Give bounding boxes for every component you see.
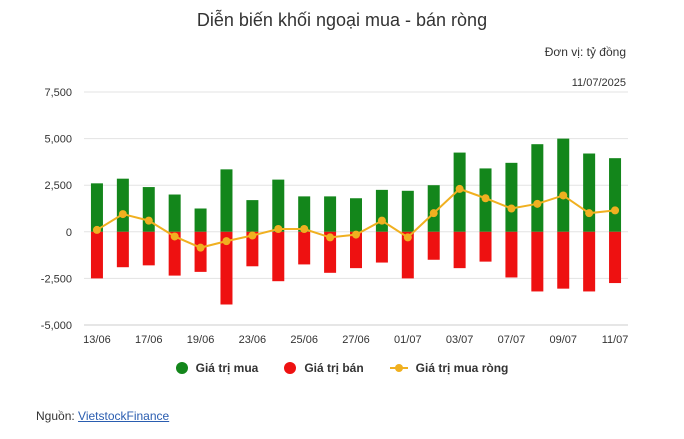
net-point[interactable] xyxy=(533,199,542,208)
sell-bar[interactable] xyxy=(531,231,544,292)
buy-bar[interactable] xyxy=(583,153,596,232)
net-point[interactable] xyxy=(248,231,257,240)
net-line xyxy=(92,184,620,252)
buy-bar[interactable] xyxy=(557,138,570,232)
y-tick-label: -2,500 xyxy=(41,273,72,285)
buy-bar[interactable] xyxy=(531,144,544,232)
net-point[interactable] xyxy=(559,191,568,200)
net-point[interactable] xyxy=(455,184,464,193)
buy-bar[interactable] xyxy=(298,196,311,232)
net-point[interactable] xyxy=(377,216,386,225)
y-tick-label: 7,500 xyxy=(44,87,72,99)
net-point[interactable] xyxy=(611,206,620,215)
y-tick-label: -5,000 xyxy=(41,320,72,332)
legend-item-sell[interactable]: Giá trị bán xyxy=(284,361,364,375)
buy-bar[interactable] xyxy=(350,198,362,232)
net-point[interactable] xyxy=(585,209,594,218)
net-point[interactable] xyxy=(429,209,438,218)
sell-bar[interactable] xyxy=(272,231,285,282)
x-tick-label: 19/06 xyxy=(187,334,215,346)
sell-bar[interactable] xyxy=(583,231,596,292)
net-point[interactable] xyxy=(170,232,179,241)
x-tick-label: 03/07 xyxy=(446,334,474,346)
sell-bar[interactable] xyxy=(194,231,207,272)
x-tick-label: 25/06 xyxy=(290,334,318,346)
buy-bar[interactable] xyxy=(609,158,622,232)
sell-legend-marker xyxy=(284,362,297,374)
buy-bar[interactable] xyxy=(194,208,207,232)
x-tick-label: 17/06 xyxy=(135,334,163,346)
net-point[interactable] xyxy=(481,194,490,203)
sell-bar[interactable] xyxy=(375,231,388,263)
chart-title: Diễn biến khối ngoại mua - bán ròng xyxy=(196,10,488,30)
legend-item-net[interactable]: Giá trị mua ròng xyxy=(389,361,509,375)
buy-bar[interactable] xyxy=(220,169,233,232)
net-point[interactable] xyxy=(118,210,127,219)
buy-bar[interactable] xyxy=(324,196,337,232)
net-point[interactable] xyxy=(274,225,283,234)
sell-bar[interactable] xyxy=(220,231,233,305)
net-point[interactable] xyxy=(326,233,335,242)
x-tick-label: 11/07 xyxy=(602,334,629,346)
y-tick-label: 2,500 xyxy=(44,180,72,192)
date-label: 11/07/2025 xyxy=(571,77,626,89)
net-point[interactable] xyxy=(352,230,360,239)
buy-bar[interactable] xyxy=(142,187,155,232)
buy-legend-marker xyxy=(175,362,188,374)
net-point[interactable] xyxy=(144,216,153,225)
buy-bar[interactable] xyxy=(375,189,388,232)
legend-label-sell: Giá trị bán xyxy=(304,361,364,375)
x-tick-label: 13/06 xyxy=(83,334,111,346)
legend-label-buy: Giá trị mua xyxy=(195,361,259,375)
net-point[interactable] xyxy=(196,243,205,252)
sell-bar[interactable] xyxy=(453,231,466,269)
net-point[interactable] xyxy=(403,233,412,242)
sell-bar[interactable] xyxy=(350,231,362,269)
y-tick-label: 5,000 xyxy=(44,134,72,146)
source-link[interactable]: VietstockFinance xyxy=(78,409,170,423)
sell-bar[interactable] xyxy=(427,231,440,260)
legend-item-buy[interactable]: Giá trị mua xyxy=(175,361,259,375)
source-note: Nguồn: VietstockFinance xyxy=(36,409,169,423)
net-point[interactable] xyxy=(507,204,516,213)
buy-bar[interactable] xyxy=(272,179,285,232)
buy-bar[interactable] xyxy=(505,162,518,232)
x-tick-label: 07/07 xyxy=(498,334,526,346)
sell-bar[interactable] xyxy=(609,231,622,284)
x-axis-ticks: 13/06 17/06 19/06 23/06 25/06 27/06 01/07 03/07… xyxy=(83,334,628,346)
net-legend-marker xyxy=(389,362,408,374)
y-axis-ticks: 7,500 5,000 2,500 0 -2,500 -5,000 xyxy=(41,87,72,332)
sell-bar[interactable] xyxy=(505,231,518,278)
sell-bar[interactable] xyxy=(168,231,181,276)
buy-bar[interactable] xyxy=(246,200,259,232)
x-tick-label: 23/06 xyxy=(239,334,267,346)
source-label: Nguồn: xyxy=(36,409,79,423)
net-point[interactable] xyxy=(92,225,101,234)
buy-bar[interactable] xyxy=(168,194,181,232)
sell-bar[interactable] xyxy=(90,231,103,279)
sell-bar[interactable] xyxy=(401,231,414,279)
sell-bar[interactable] xyxy=(557,231,570,289)
x-tick-label: 01/07 xyxy=(394,334,422,346)
buy-bar[interactable] xyxy=(401,190,414,232)
sell-bar[interactable] xyxy=(324,231,337,273)
y-tick-label: 0 xyxy=(66,227,72,239)
sell-bar[interactable] xyxy=(479,231,492,262)
unit-label: Đơn vị: tỷ đồng xyxy=(544,45,626,59)
buy-bar[interactable] xyxy=(90,183,103,232)
legend-label-net: Giá trị mua ròng xyxy=(415,361,509,375)
sell-bar[interactable] xyxy=(116,231,129,268)
net-point[interactable] xyxy=(222,237,231,246)
net-point[interactable] xyxy=(300,225,309,234)
x-tick-label: 09/07 xyxy=(549,334,577,346)
x-tick-label: 27/06 xyxy=(342,334,370,346)
buy-bar[interactable] xyxy=(427,185,440,232)
legend: Giá trị mua Giá trị bán Giá trị mua ròng xyxy=(0,361,684,375)
sell-bar[interactable] xyxy=(246,231,259,267)
bars xyxy=(90,138,622,305)
sell-bar[interactable] xyxy=(142,231,155,266)
buy-bar[interactable] xyxy=(116,178,129,232)
sell-bar[interactable] xyxy=(298,231,311,265)
